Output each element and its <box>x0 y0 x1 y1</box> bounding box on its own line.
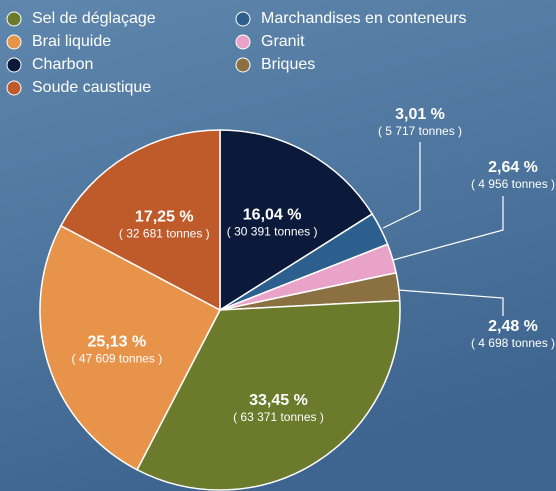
slice-tonnes-label: ( 47 609 tonnes ) <box>72 351 163 365</box>
pie-slice <box>59 129 221 312</box>
slice-percent-label: 16,04 % <box>243 207 302 224</box>
legend-marker <box>235 57 251 73</box>
legend-marker <box>235 11 251 27</box>
slice-percent-label: 33,45 % <box>249 392 308 409</box>
leader-line <box>397 289 504 316</box>
legend-marker <box>6 80 22 96</box>
slice-percent-label: 17,25 % <box>135 209 194 226</box>
legend-label: Brai liquide <box>32 33 111 50</box>
slice-tonnes-label: ( 30 391 tonnes ) <box>227 225 318 239</box>
legend-label: Charbon <box>32 56 93 73</box>
legend-label: Sel de déglaçage <box>32 10 156 27</box>
legend-label: Briques <box>261 56 315 73</box>
legend-label: Granit <box>261 33 305 50</box>
slice-tonnes-label: ( 32 681 tonnes ) <box>119 227 210 241</box>
legend-label: Soude caustique <box>32 79 151 96</box>
legend-marker <box>235 34 251 50</box>
legend-marker <box>6 11 22 27</box>
legend-label: Marchandises en conteneurs <box>261 10 466 27</box>
leader-line <box>392 196 504 261</box>
slice-percent-label: 3,01 % <box>395 106 445 123</box>
pie-slice <box>136 299 401 491</box>
slice-percent-label: 25,13 % <box>88 333 147 350</box>
slice-percent-label: 2,64 % <box>488 159 538 176</box>
legend-marker <box>6 57 22 73</box>
slice-tonnes-label: ( 4 956 tonnes ) <box>471 177 555 191</box>
leader-line <box>382 142 421 229</box>
pie-slice <box>219 129 374 312</box>
slice-tonnes-label: ( 63 371 tonnes ) <box>233 410 324 424</box>
slice-tonnes-label: ( 4 698 tonnes ) <box>471 336 555 350</box>
slice-percent-label: 2,48 % <box>488 318 538 335</box>
legend-marker <box>6 34 22 50</box>
slice-tonnes-label: ( 5 717 tonnes ) <box>378 124 462 138</box>
